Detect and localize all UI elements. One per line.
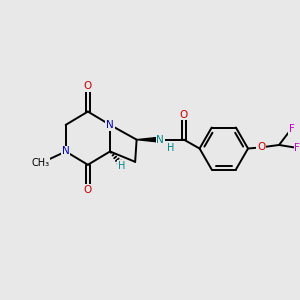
Text: N: N: [106, 120, 114, 130]
Text: O: O: [257, 142, 266, 152]
Text: O: O: [84, 185, 92, 195]
Text: F: F: [294, 143, 300, 153]
Text: N: N: [62, 146, 70, 157]
Text: N: N: [156, 135, 164, 145]
Polygon shape: [136, 137, 160, 142]
Text: O: O: [84, 82, 92, 92]
Text: F: F: [289, 124, 294, 134]
Text: CH₃: CH₃: [32, 158, 50, 168]
Text: H: H: [167, 143, 174, 153]
Text: H: H: [118, 161, 125, 171]
Text: O: O: [180, 110, 188, 119]
